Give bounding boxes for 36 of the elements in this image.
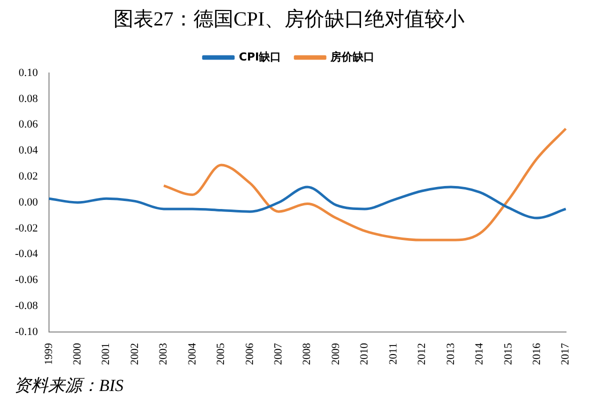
y-tick-label: -0.02 <box>14 222 38 234</box>
x-tick-label: 2012 <box>416 343 428 365</box>
y-tick-label: 0.02 <box>18 170 38 182</box>
x-tick-label: 2014 <box>474 342 486 365</box>
x-tick-label: 2015 <box>502 342 514 365</box>
y-tick-label: -0.04 <box>14 248 38 260</box>
x-tick-label: 2013 <box>444 342 457 365</box>
y-tick-label: 0.08 <box>18 92 38 105</box>
text: 资料来源：BIS <box>14 375 125 397</box>
y-tick-label: -0.10 <box>14 326 38 338</box>
y-tick-label: -0.06 <box>14 274 38 286</box>
legend-label: CPI缺口 <box>238 50 282 64</box>
x-tick-label: 2001 <box>100 343 112 365</box>
x-tick-label: 2003 <box>158 342 170 365</box>
y-tick-label: 0.10 <box>18 66 38 79</box>
chart-title: 图表27：德国CPI、房价缺口绝对值较小 <box>113 8 465 30</box>
x-tick-label: 2006 <box>244 342 256 365</box>
x-tick-label: 2007 <box>272 342 285 365</box>
legend-label: 房价缺口 <box>330 50 375 64</box>
x-tick-label: 2005 <box>215 342 228 365</box>
line-series <box>48 186 568 220</box>
x-tick-label: 2002 <box>128 343 141 365</box>
x-tick-label: 2009 <box>330 342 342 365</box>
y-tick-label: 0.04 <box>18 144 38 157</box>
x-tick-label: 2004 <box>186 342 198 365</box>
y-tick-label: 0.00 <box>18 196 38 208</box>
x-tick-label: 2010 <box>358 342 371 365</box>
x-tick-label: 2017 <box>560 342 572 365</box>
x-tick-label: 2011 <box>387 343 400 365</box>
x-tick-label: 2008 <box>301 342 314 365</box>
y-tick-label: 0.06 <box>18 118 38 131</box>
x-tick-label: 2016 <box>530 342 543 365</box>
y-tick-label: -0.08 <box>14 300 38 312</box>
x-tick-label: 1999 <box>42 342 55 365</box>
x-tick-label: 2000 <box>72 342 84 365</box>
line-series <box>162 127 568 242</box>
